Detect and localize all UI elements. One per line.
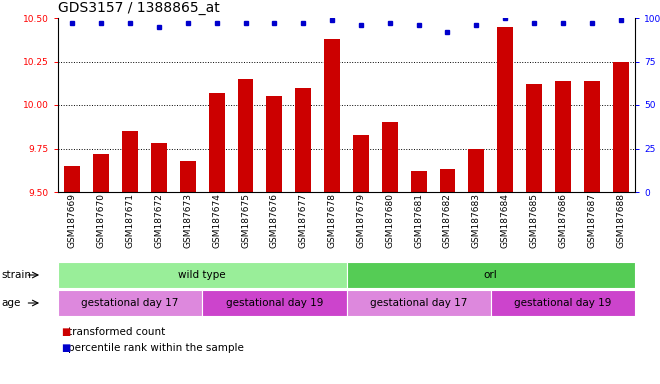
Bar — [612, 61, 628, 192]
Text: wild type: wild type — [178, 270, 226, 280]
Bar — [122, 131, 138, 192]
Text: transformed count: transformed count — [68, 327, 165, 337]
Bar — [346, 262, 635, 288]
Text: ■: ■ — [61, 343, 71, 353]
Bar — [526, 84, 542, 192]
Text: gestational day 19: gestational day 19 — [226, 298, 323, 308]
Text: gestational day 17: gestational day 17 — [370, 298, 467, 308]
Text: age: age — [1, 298, 20, 308]
Bar — [346, 290, 491, 316]
Bar — [180, 161, 196, 192]
Bar — [584, 81, 600, 192]
Bar — [411, 171, 426, 192]
Bar — [353, 134, 369, 192]
Text: orl: orl — [484, 270, 498, 280]
Text: ■: ■ — [61, 327, 71, 337]
Bar — [267, 96, 282, 192]
Bar — [469, 149, 484, 192]
Bar — [238, 79, 253, 192]
Bar — [65, 166, 81, 192]
Bar — [295, 88, 311, 192]
Text: GDS3157 / 1388865_at: GDS3157 / 1388865_at — [58, 1, 220, 15]
Text: gestational day 17: gestational day 17 — [81, 298, 179, 308]
Text: percentile rank within the sample: percentile rank within the sample — [68, 343, 244, 353]
Bar — [209, 93, 224, 192]
Text: strain: strain — [1, 270, 31, 280]
Bar — [58, 262, 346, 288]
Bar — [382, 122, 398, 192]
Bar — [440, 169, 455, 192]
Bar — [202, 290, 346, 316]
Text: gestational day 19: gestational day 19 — [514, 298, 612, 308]
Bar — [58, 290, 202, 316]
Bar — [151, 143, 167, 192]
Bar — [497, 27, 513, 192]
Bar — [324, 39, 340, 192]
Bar — [93, 154, 109, 192]
Bar — [491, 290, 635, 316]
Bar — [555, 81, 571, 192]
